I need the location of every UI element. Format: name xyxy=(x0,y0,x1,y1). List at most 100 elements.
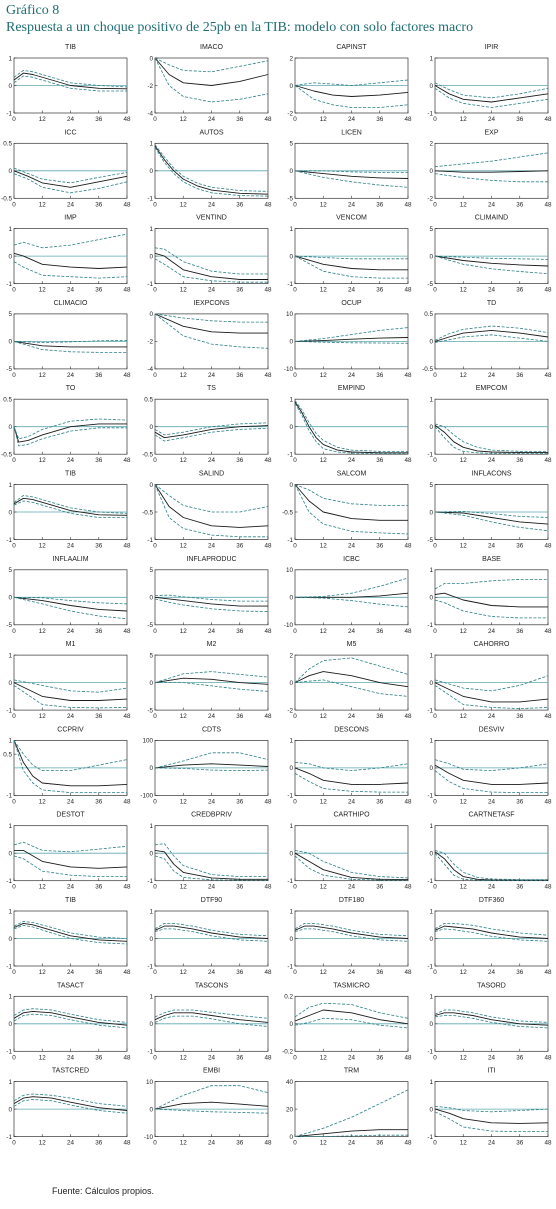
y-tick-label: 0 xyxy=(429,595,433,602)
x-tick-label: 36 xyxy=(95,884,103,891)
confidence-band-line xyxy=(294,403,408,455)
confidence-band-line xyxy=(13,339,128,343)
confidence-band-line xyxy=(154,1085,269,1110)
y-tick-label: -1 xyxy=(427,110,433,117)
x-tick-label: 12 xyxy=(39,457,47,464)
y-tick-label: 0 xyxy=(289,83,293,90)
y-tick-label: 10 xyxy=(146,1079,154,1086)
chart-number: Gráfico 8 xyxy=(6,3,60,18)
y-tick-label: 1 xyxy=(149,141,153,148)
median-response-line xyxy=(294,1129,408,1138)
panel-title: CLIMACIO xyxy=(54,300,88,307)
median-response-line xyxy=(294,852,409,881)
panel-title: TASTCRED xyxy=(52,1068,89,1075)
panel-title: DESTOT xyxy=(56,812,85,819)
confidence-band-line xyxy=(294,255,408,279)
y-tick-label: 1 xyxy=(8,482,12,489)
y-tick-label: 0 xyxy=(289,1021,293,1028)
x-tick-label: 48 xyxy=(123,1140,131,1147)
y-tick-label: 0 xyxy=(289,680,293,687)
x-tick-label: 36 xyxy=(376,201,384,208)
x-tick-label: 12 xyxy=(320,628,328,635)
panel-title: TS xyxy=(207,385,216,392)
x-tick-label: 48 xyxy=(404,287,412,294)
x-tick-label: 36 xyxy=(95,457,103,464)
panel-title: SALIND xyxy=(199,471,224,478)
confidence-band-line xyxy=(434,510,549,518)
x-tick-label: 36 xyxy=(516,713,524,720)
x-tick-label: 48 xyxy=(404,116,412,123)
median-response-line xyxy=(13,596,128,612)
x-tick-label: 48 xyxy=(544,372,552,379)
y-tick-label: 0 xyxy=(429,936,433,943)
y-tick-label: 5 xyxy=(149,567,153,574)
x-tick-label: 12 xyxy=(460,1054,468,1061)
x-tick-label: 36 xyxy=(376,713,384,720)
x-tick-label: 48 xyxy=(544,543,552,550)
median-response-line xyxy=(154,925,269,939)
y-tick-label: 0 xyxy=(289,765,293,772)
y-tick-label: 0 xyxy=(149,55,153,62)
median-response-line xyxy=(434,255,549,267)
confidence-band-line xyxy=(13,921,128,939)
x-tick-label: 48 xyxy=(544,457,552,464)
median-response-line xyxy=(434,170,549,173)
x-tick-label: 0 xyxy=(293,628,297,635)
x-tick-label: 0 xyxy=(433,1140,437,1147)
panel-title: TO xyxy=(66,385,76,392)
y-tick-label: 0 xyxy=(149,1021,153,1028)
confidence-band-line xyxy=(294,341,409,344)
x-tick-label: 48 xyxy=(544,1054,552,1061)
x-tick-label: 48 xyxy=(264,116,272,123)
irf-panel: TS0.50-0.50 12 24 36 48 xyxy=(142,385,272,464)
y-tick-label: -1 xyxy=(147,878,153,885)
y-tick-label: 0.2 xyxy=(284,994,293,1001)
confidence-band-line xyxy=(154,247,268,275)
y-tick-label: -5 xyxy=(6,366,12,373)
confidence-band-line xyxy=(434,87,549,108)
x-tick-label: 36 xyxy=(236,372,244,379)
confidence-band-line xyxy=(434,423,548,452)
panel-title: TASORD xyxy=(477,982,506,989)
x-tick-label: 48 xyxy=(544,116,552,123)
confidence-band-line xyxy=(13,426,127,447)
x-tick-label: 36 xyxy=(95,116,103,123)
y-tick-label: 1 xyxy=(289,397,293,404)
y-tick-label: -1 xyxy=(287,963,293,970)
confidence-band-line xyxy=(13,1099,128,1114)
y-tick-label: -1 xyxy=(427,707,433,714)
x-tick-label: 12 xyxy=(180,1054,188,1061)
x-tick-label: 24 xyxy=(67,287,75,294)
x-tick-label: 0 xyxy=(12,628,16,635)
x-tick-label: 24 xyxy=(208,372,216,379)
x-tick-label: 12 xyxy=(180,543,188,550)
x-tick-label: 12 xyxy=(460,543,468,550)
y-tick-label: -1 xyxy=(6,1049,12,1056)
x-tick-label: 24 xyxy=(488,543,496,550)
confidence-band-line xyxy=(13,75,127,92)
x-tick-label: 48 xyxy=(404,884,412,891)
x-tick-label: 12 xyxy=(180,457,188,464)
x-tick-label: 12 xyxy=(460,372,468,379)
panel-title: TIB xyxy=(65,897,76,904)
confidence-band-line xyxy=(13,1013,128,1029)
panel-frame xyxy=(294,1081,409,1137)
x-tick-label: 24 xyxy=(67,798,75,805)
y-tick-label: 0 xyxy=(8,168,12,175)
x-tick-label: 24 xyxy=(488,372,496,379)
confidence-band-line xyxy=(294,679,409,697)
x-tick-label: 24 xyxy=(67,372,75,379)
confidence-band-line xyxy=(434,255,549,275)
x-tick-label: 24 xyxy=(488,116,496,123)
x-tick-label: 24 xyxy=(348,116,356,123)
median-response-line xyxy=(13,340,127,348)
y-tick-label: -0.5 xyxy=(282,509,293,516)
